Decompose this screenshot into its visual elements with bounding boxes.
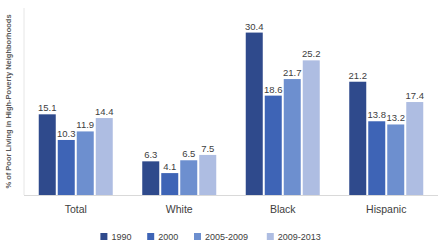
legend-label: 2005-2009 <box>205 232 248 242</box>
y-axis-line <box>24 8 25 195</box>
legend-swatch <box>100 233 107 240</box>
x-tick-label: White <box>166 203 193 215</box>
data-label: 18.6 <box>264 84 283 95</box>
data-label: 25.2 <box>302 48 321 59</box>
bar <box>284 79 301 195</box>
data-label: 7.5 <box>201 143 214 154</box>
bar <box>142 161 159 195</box>
bar <box>406 102 423 195</box>
x-axis-line <box>24 195 438 196</box>
bar <box>180 160 197 195</box>
legend-swatch <box>147 233 154 240</box>
data-label: 4.1 <box>163 161 176 172</box>
legend-label: 1990 <box>111 232 131 242</box>
data-label: 13.2 <box>387 112 406 123</box>
data-labels: 15.1 10.311.914.4 6.3 4.1 6.5 7.5 30.4 18.621.7… <box>38 21 424 173</box>
x-tick-label: Total <box>65 203 87 215</box>
data-label: 14.4 <box>95 106 114 117</box>
data-label: 21.2 <box>349 70 368 81</box>
y-axis-label: % of Poor Living in High-Poverty Neighbo… <box>4 14 13 188</box>
data-label: 30.4 <box>245 21 264 32</box>
x-tick-label: Hispanic <box>366 203 406 215</box>
data-label: 17.4 <box>406 90 425 101</box>
data-label: 6.3 <box>144 149 157 160</box>
bar <box>368 121 385 195</box>
bar <box>246 33 263 195</box>
bar <box>77 131 94 195</box>
legend: 1990 2000 2005-2009 2009-2013 <box>100 232 320 242</box>
legend-label: 2009-2013 <box>278 232 321 242</box>
bar <box>161 173 178 195</box>
bar <box>58 140 75 195</box>
legend-swatch <box>267 233 274 240</box>
bar <box>199 155 216 195</box>
data-label: 10.3 <box>57 128 76 139</box>
data-label: 13.8 <box>368 109 387 120</box>
data-label: 11.9 <box>76 119 94 130</box>
data-label: 21.7 <box>283 67 302 78</box>
bars <box>39 33 424 195</box>
bar <box>39 114 56 195</box>
bar <box>387 124 404 195</box>
bar <box>349 82 366 195</box>
bar <box>265 96 282 195</box>
data-label: 15.1 <box>38 102 57 113</box>
chart: % of Poor Living in High-Poverty Neighbo… <box>0 0 440 249</box>
legend-swatch <box>194 233 201 240</box>
bar <box>303 60 320 195</box>
bar <box>96 118 113 195</box>
legend-label: 2000 <box>158 232 178 242</box>
x-tick-label: Black <box>270 203 296 215</box>
data-label: 6.5 <box>182 148 195 159</box>
